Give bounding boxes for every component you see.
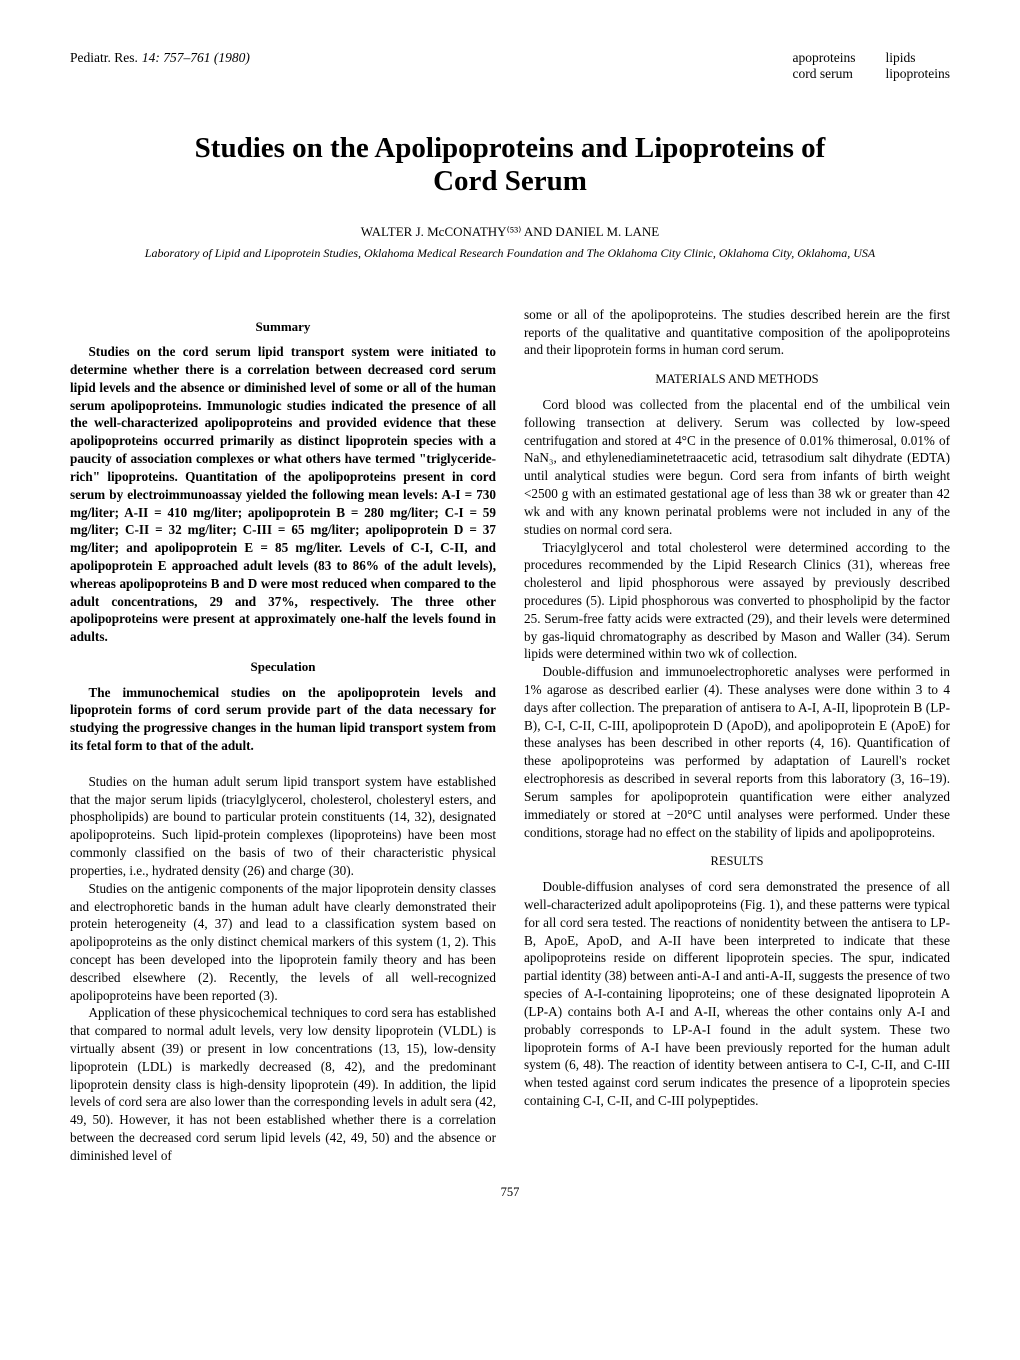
left-column: Summary Studies on the cord serum lipid … [70,306,496,1165]
summary-text: Studies on the cord serum lipid transpor… [70,343,496,646]
title-line-1: Studies on the Apolipoproteins and Lipop… [195,132,826,164]
right-column: some or all of the apolipoproteins. The … [524,306,950,1165]
results-heading: RESULTS [524,853,950,870]
body-paragraph: some or all of the apolipoproteins. The … [524,306,950,359]
running-head-left: Pediatr. Res. 14: 757–761 (1980) [70,50,250,82]
two-column-body: Summary Studies on the cord serum lipid … [70,306,950,1165]
summary-heading: Summary [70,318,496,336]
keywords-col-1: apoproteins cord serum [793,50,856,82]
keyword: lipoproteins [886,66,951,82]
body-paragraph: Studies on the human adult serum lipid t… [70,773,496,880]
page: Pediatr. Res. 14: 757–761 (1980) apoprot… [0,0,1020,1240]
affiliation: Laboratory of Lipid and Lipoprotein Stud… [70,246,950,261]
journal-abbrev: Pediatr. Res. [70,50,138,82]
title-line-2: Cord Serum [433,165,587,197]
body-paragraph: Studies on the antigenic components of t… [70,880,496,1005]
body-paragraph: Application of these physicochemical tec… [70,1004,496,1164]
speculation-heading: Speculation [70,658,496,676]
body-paragraph: Cord blood was collected from the placen… [524,396,950,539]
authors: WALTER J. McCONATHY⁽⁵³⁾ AND DANIEL M. LA… [70,224,950,240]
volume-issue-pages: 14: 757–761 (1980) [142,50,250,82]
spacer [70,755,496,773]
running-head: Pediatr. Res. 14: 757–761 (1980) apoprot… [70,50,950,82]
speculation-text: The immunochemical studies on the apolip… [70,684,496,755]
body-paragraph: Double-diffusion analyses of cord sera d… [524,878,950,1110]
keywords-col-2: lipids lipoproteins [886,50,951,82]
keyword: lipids [886,50,951,66]
materials-heading: MATERIALS AND METHODS [524,371,950,388]
article-title: Studies on the Apolipoproteins and Lipop… [70,132,950,199]
page-number: 757 [70,1185,950,1200]
body-paragraph: Triacylglycerol and total cholesterol we… [524,539,950,664]
running-head-keywords: apoproteins cord serum lipids lipoprotei… [793,50,951,82]
keyword: apoproteins [793,50,856,66]
body-paragraph: Double-diffusion and immunoelectrophoret… [524,663,950,841]
keyword: cord serum [793,66,856,82]
